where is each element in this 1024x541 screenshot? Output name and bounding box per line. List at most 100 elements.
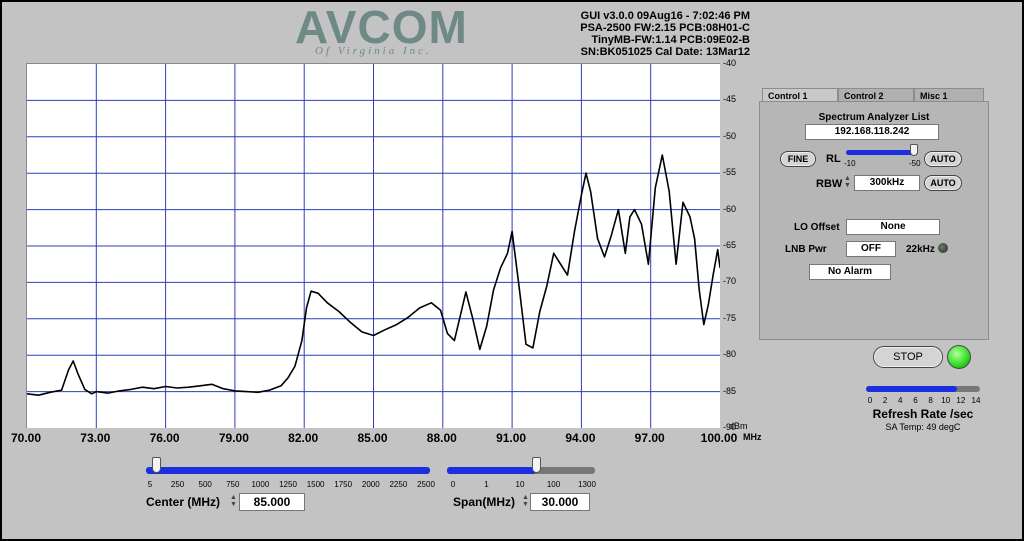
rl-min-label: -10: [844, 159, 856, 168]
center-spinner-icon[interactable]: ▲ ▼: [230, 494, 237, 508]
refresh-tick-label: 0: [867, 396, 873, 405]
22khz-indicator-led: [938, 243, 948, 253]
lo-offset-field[interactable]: None: [846, 219, 940, 235]
x-tick-label: 70.00: [10, 431, 42, 445]
span-slider-track[interactable]: [447, 467, 595, 474]
span-tick-label: 100: [546, 480, 561, 489]
span-tick-label: 1: [484, 480, 489, 489]
info-line-tinymb: TinyMB-FW:1.14 PCB:09E02-B: [591, 34, 750, 46]
rl-label: RL: [826, 153, 841, 165]
center-slider-track[interactable]: [146, 467, 430, 474]
info-line-serial: SN:BK051025 Cal Date: 13Mar12: [580, 46, 750, 58]
center-tick-label: 750: [226, 480, 240, 489]
spectrum-plot[interactable]: [26, 63, 721, 428]
refresh-rate-slider-fill: [866, 386, 958, 392]
control-panel: Spectrum Analyzer List 192.168.118.242 F…: [759, 101, 989, 340]
span-slider-fill: [447, 467, 536, 474]
center-tick-label: 2000: [361, 480, 380, 489]
sa-temperature-label: SA Temp: 49 degC: [885, 422, 961, 432]
rbw-spinner-icon[interactable]: ▲ ▼: [844, 175, 851, 189]
y-axis-unit: dBm: [729, 421, 748, 431]
span-tick-label: 10: [515, 480, 525, 489]
x-axis-unit: MHz: [743, 432, 762, 442]
lo-offset-label: LO Offset: [794, 222, 840, 233]
y-tick-label: -40: [723, 58, 737, 68]
refresh-tick-label: 14: [971, 396, 981, 405]
stop-button[interactable]: STOP: [873, 346, 943, 368]
center-label: Center (MHz): [146, 495, 220, 509]
x-tick-label: 100.00: [700, 431, 738, 445]
x-tick-label: 88.00: [426, 431, 457, 445]
refresh-tick-label: 8: [928, 396, 933, 405]
lnb-power-label: LNB Pwr: [785, 244, 827, 255]
center-tick-label: 2500: [417, 480, 435, 489]
info-line-psa: PSA-2500 FW:2.15 PCB:08H01-C: [580, 22, 750, 34]
rl-slider-thumb[interactable]: [910, 144, 918, 156]
center-tick-label: 1000: [251, 480, 270, 489]
center-tick-label: 1500: [306, 480, 325, 489]
center-tick-label: 1250: [279, 480, 297, 489]
rbw-auto-button[interactable]: AUTO: [924, 175, 962, 191]
y-tick-label: -60: [723, 203, 737, 214]
tab-control-1[interactable]: Control 1: [762, 88, 838, 103]
device-info: GUI v3.0.0 09Aug16 - 7:02:46 PM PSA-2500…: [580, 10, 750, 58]
refresh-tick-label: 12: [956, 396, 966, 405]
y-tick-label: -75: [723, 312, 737, 323]
spectrum-trace: [26, 154, 721, 397]
rl-auto-button[interactable]: AUTO: [924, 151, 962, 167]
tab-control-2[interactable]: Control 2: [838, 88, 914, 103]
x-tick-label: 76.00: [149, 431, 180, 445]
center-frequency-field[interactable]: 85.000: [239, 493, 305, 511]
center-tick-label: 500: [198, 480, 212, 489]
span-spinner-icon[interactable]: ▲ ▼: [522, 494, 529, 508]
span-field[interactable]: 30.000: [530, 493, 590, 511]
x-tick-label: 82.00: [288, 431, 319, 445]
rbw-field[interactable]: 300kHz: [854, 175, 920, 191]
x-tick-label: 85.00: [357, 431, 388, 445]
x-tick-label: 79.00: [218, 431, 249, 445]
y-tick-label: -85: [723, 385, 737, 396]
rbw-label: RBW: [816, 178, 843, 190]
lnb-power-field[interactable]: OFF: [846, 241, 896, 257]
y-tick-label: -80: [723, 349, 737, 360]
info-line-gui: GUI v3.0.0 09Aug16 - 7:02:46 PM: [580, 10, 750, 22]
run-status-led: [947, 345, 971, 369]
y-tick-label: -50: [723, 130, 737, 141]
span-tick-label: 1300: [578, 480, 596, 489]
refresh-rate-slider-track[interactable]: [866, 386, 980, 392]
refresh-tick-label: 4: [898, 396, 903, 405]
refresh-tick-label: 2: [882, 396, 888, 405]
span-tick-label: 0: [450, 480, 456, 489]
analyzer-list-title: Spectrum Analyzer List: [818, 112, 930, 123]
rl-slider-track[interactable]: [846, 150, 918, 155]
22khz-label: 22kHz: [906, 244, 935, 255]
tab-misc-1[interactable]: Misc 1: [914, 88, 984, 103]
span-label: Span(MHz): [453, 495, 515, 509]
rl-max-label: -50: [909, 159, 921, 168]
refresh-tick-label: 6: [913, 396, 918, 405]
x-tick-label: 94.00: [565, 431, 596, 445]
center-tick-label: 5: [147, 480, 153, 489]
ip-address-field[interactable]: 192.168.118.242: [805, 124, 939, 140]
spectrum-plot-svg: [26, 64, 721, 428]
span-slider-thumb[interactable]: [531, 457, 541, 473]
y-tick-label: -45: [723, 94, 737, 105]
y-tick-label: -65: [723, 240, 737, 250]
refresh-tick-label: 10: [941, 396, 951, 405]
y-tick-label: -90: [723, 422, 737, 432]
center-tick-label: 1750: [334, 480, 353, 489]
avcom-logo-subtitle: Of Virginia Inc.: [315, 45, 432, 57]
alarm-status-field: No Alarm: [809, 264, 891, 280]
y-tick-label: -70: [723, 276, 737, 287]
x-tick-label: 97.00: [634, 431, 665, 445]
x-tick-label: 73.00: [80, 431, 111, 445]
center-tick-label: 2250: [389, 480, 408, 489]
center-tick-label: 250: [170, 480, 185, 489]
x-tick-label: 91.00: [496, 431, 527, 445]
y-tick-label: -55: [723, 167, 737, 178]
center-slider-thumb[interactable]: [152, 457, 161, 473]
fine-button[interactable]: FINE: [780, 151, 816, 167]
avcom-logo: AVCOM: [295, 2, 468, 53]
refresh-rate-label: Refresh Rate /sec: [872, 407, 974, 421]
